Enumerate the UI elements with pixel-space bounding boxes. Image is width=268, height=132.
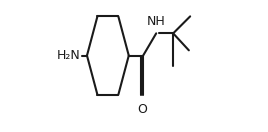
Text: O: O bbox=[137, 103, 147, 116]
Text: NH: NH bbox=[147, 15, 166, 28]
Text: H₂N: H₂N bbox=[57, 49, 80, 62]
